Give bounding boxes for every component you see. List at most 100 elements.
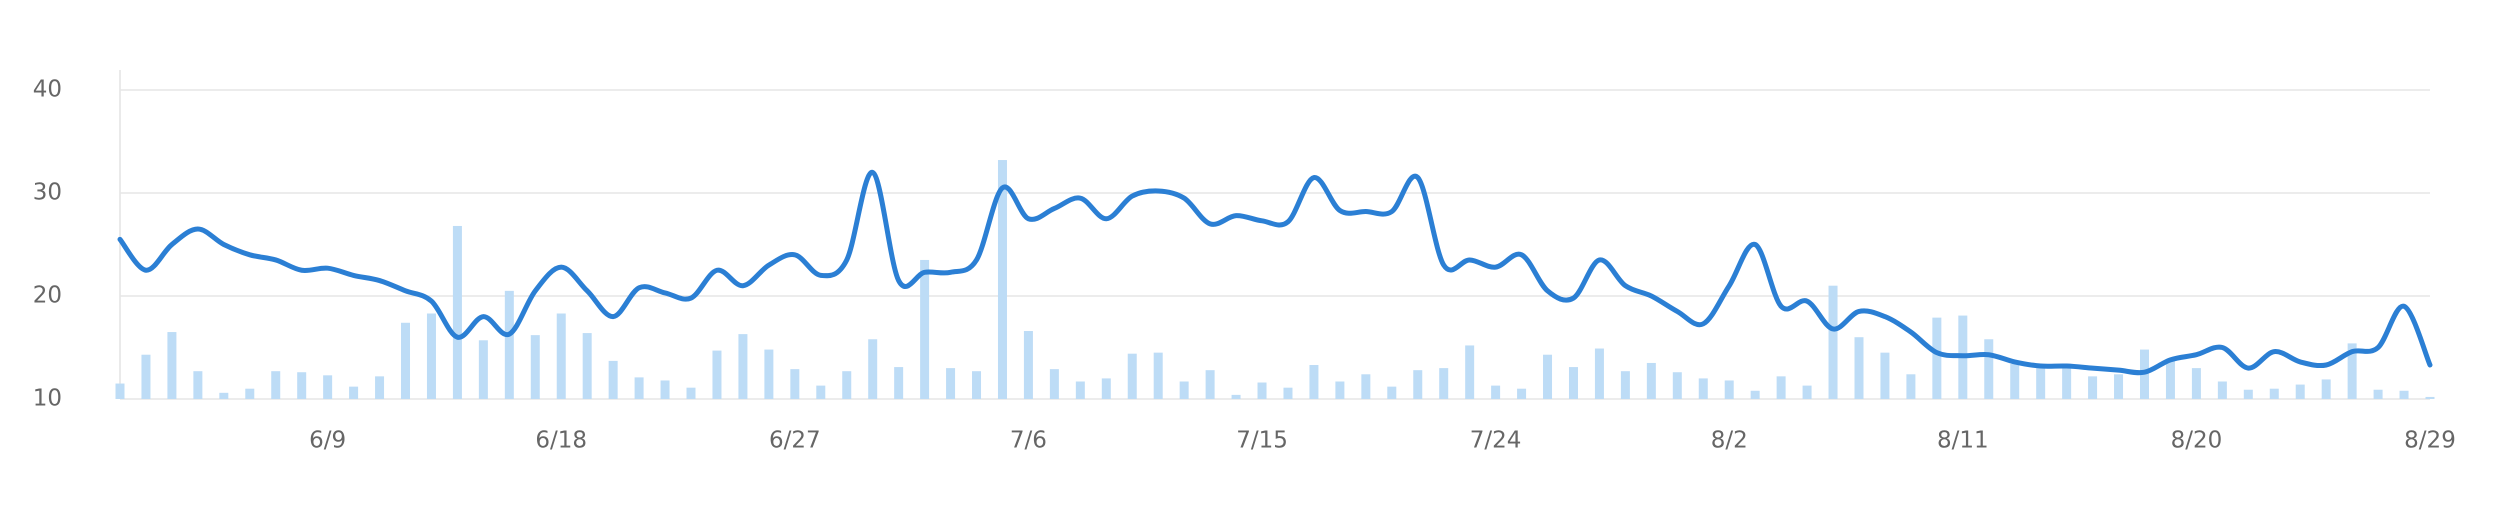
bar [1906, 374, 1916, 399]
x-tick-label: 6/18 [535, 428, 587, 454]
bar [1646, 362, 1656, 399]
bar [504, 290, 514, 399]
bar [842, 371, 852, 399]
bar [323, 375, 333, 399]
x-tick-label: 8/2 [1711, 428, 1748, 454]
bar [972, 371, 982, 399]
bar [2114, 374, 2124, 399]
bar [2373, 389, 2383, 399]
bar [2347, 343, 2357, 399]
bar [2243, 389, 2253, 399]
bar [2036, 368, 2046, 399]
y-tick-label: 40 [33, 77, 62, 103]
bar [1153, 352, 1163, 399]
bar [349, 386, 359, 399]
bar [946, 368, 956, 399]
bar [660, 380, 670, 399]
bar [1439, 368, 1449, 399]
bar [1932, 317, 1942, 399]
bar [1620, 371, 1630, 399]
bar [790, 369, 800, 399]
line [117, 169, 2433, 376]
bar [1880, 352, 1890, 399]
x-tick-label: 8/29 [2404, 428, 2456, 454]
bar [1049, 369, 1059, 399]
bar [686, 387, 696, 399]
bar [245, 388, 255, 399]
bar [1776, 376, 1786, 399]
bar [1854, 337, 1864, 399]
bar [738, 334, 748, 399]
bar [816, 385, 826, 399]
bar [167, 332, 177, 399]
bar [2191, 368, 2201, 399]
x-tick-label: 6/27 [769, 428, 821, 454]
bar [141, 354, 151, 399]
x-tick-label: 8/20 [2171, 428, 2223, 454]
bar [375, 376, 385, 399]
bar [1231, 394, 1241, 399]
bar [219, 392, 229, 399]
bar [193, 371, 203, 399]
bar [1023, 331, 1033, 399]
bar [997, 160, 1007, 399]
bar [1984, 339, 1994, 399]
bar [1568, 367, 1578, 399]
bar [1802, 385, 1812, 399]
bar [1101, 378, 1111, 399]
bar [1335, 381, 1345, 399]
bar [530, 335, 540, 399]
x-tick-label: 6/9 [309, 428, 346, 454]
bar [868, 339, 878, 399]
bar [2217, 381, 2227, 399]
bar [2269, 388, 2279, 399]
y-tick-label: 30 [33, 180, 62, 206]
bar [1361, 374, 1371, 399]
bar [764, 349, 774, 399]
bar [2062, 367, 2072, 399]
bar [1205, 370, 1215, 399]
x-tick-label: 7/24 [1470, 428, 1522, 454]
bar [297, 372, 307, 399]
bar [1828, 285, 1838, 399]
bar [894, 367, 904, 399]
bar [1387, 386, 1397, 399]
x-tick-label: 7/6 [1010, 428, 1047, 454]
bar [1179, 381, 1189, 399]
bar [1594, 348, 1604, 399]
bar [401, 322, 411, 399]
x-tick-label: 8/11 [1937, 428, 1989, 454]
bar [1309, 365, 1319, 399]
bar [115, 383, 125, 399]
bar [634, 377, 644, 399]
bar [1283, 387, 1293, 399]
bar [2399, 390, 2409, 399]
bar [271, 371, 281, 399]
bar [1672, 372, 1682, 399]
bar [1491, 385, 1501, 399]
bar [2010, 363, 2020, 399]
bar [1517, 388, 1527, 399]
bar [582, 333, 592, 399]
bar [1750, 390, 1760, 399]
bar [1465, 345, 1475, 399]
bar [1075, 381, 1085, 399]
bar [1543, 354, 1553, 399]
bar [2295, 384, 2305, 399]
bar [478, 340, 488, 399]
bar [920, 259, 930, 399]
x-tick-label: 7/15 [1236, 428, 1288, 454]
bar [1413, 370, 1423, 399]
bar [712, 350, 722, 399]
bar [2425, 396, 2435, 399]
bar [2088, 376, 2098, 399]
bar [1257, 382, 1267, 399]
bar [1127, 353, 1137, 399]
y-tick-label: 10 [33, 386, 62, 412]
bar [1724, 380, 1734, 399]
bar [452, 225, 462, 399]
y-tick-label: 20 [33, 283, 62, 309]
bar [608, 360, 618, 399]
bar [2321, 379, 2331, 399]
